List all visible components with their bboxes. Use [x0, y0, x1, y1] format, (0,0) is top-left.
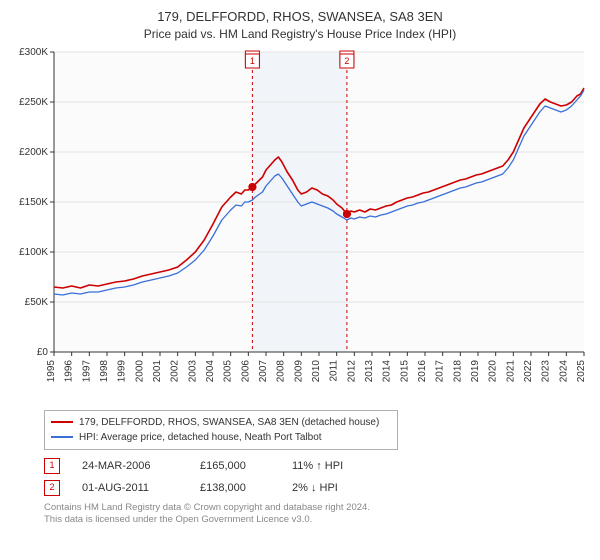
- x-tick-label: 2008: [276, 359, 287, 382]
- y-tick-label: £150K: [19, 197, 48, 208]
- legend-swatch: [51, 436, 73, 438]
- x-tick-label: 2003: [187, 359, 198, 382]
- x-tick-label: 1996: [64, 359, 75, 382]
- sale-row-delta: 2% ↓ HPI: [292, 482, 372, 494]
- x-tick-label: 2007: [258, 359, 269, 382]
- x-tick-label: 2011: [329, 359, 340, 381]
- sale-row-date: 01-AUG-2011: [82, 482, 178, 494]
- footer-line1: Contains HM Land Registry data © Crown c…: [44, 502, 590, 514]
- legend: 179, DELFFORDD, RHOS, SWANSEA, SA8 3EN (…: [44, 410, 398, 450]
- sale-point-top: [343, 210, 351, 218]
- x-tick-label: 2010: [311, 359, 322, 382]
- x-tick-label: 2015: [399, 359, 410, 382]
- sales-row: 2 01-AUG-2011 £138,000 2% ↓ HPI: [44, 480, 590, 496]
- footer-licence: Contains HM Land Registry data © Crown c…: [44, 502, 590, 527]
- y-tick-label: £200K: [19, 147, 48, 158]
- sale-row-delta: 11% ↑ HPI: [292, 460, 372, 472]
- y-tick-label: £250K: [19, 97, 48, 108]
- title-line1: 179, DELFFORDD, RHOS, SWANSEA, SA8 3EN: [0, 8, 600, 26]
- footer-line2: This data is licensed under the Open Gov…: [44, 514, 590, 526]
- x-tick-label: 2025: [576, 359, 587, 382]
- sale-row-price: £138,000: [200, 482, 270, 494]
- legend-label: HPI: Average price, detached house, Neat…: [79, 430, 322, 445]
- x-tick-label: 2002: [170, 359, 181, 382]
- legend-label: 179, DELFFORDD, RHOS, SWANSEA, SA8 3EN (…: [79, 415, 379, 430]
- x-tick-label: 2021: [505, 359, 516, 382]
- x-tick-label: 2013: [364, 359, 375, 382]
- sale-flag-number: 2: [344, 56, 349, 66]
- x-tick-label: 2000: [134, 359, 145, 382]
- legend-row: HPI: Average price, detached house, Neat…: [51, 430, 391, 445]
- y-tick-label: £0: [37, 347, 49, 358]
- legend-swatch: [51, 421, 73, 423]
- title-line2: Price paid vs. HM Land Registry's House …: [0, 26, 600, 42]
- y-tick-label: £50K: [25, 297, 49, 308]
- x-tick-label: 2005: [223, 359, 234, 382]
- x-tick-label: 2023: [541, 359, 552, 382]
- x-tick-label: 2022: [523, 359, 534, 382]
- x-tick-label: 2024: [558, 359, 569, 382]
- x-tick-label: 2017: [435, 359, 446, 382]
- sale-row-marker: 1: [44, 458, 60, 474]
- x-tick-label: 1995: [46, 359, 57, 382]
- x-tick-label: 2019: [470, 359, 481, 382]
- x-tick-label: 2020: [488, 359, 499, 382]
- sales-row: 1 24-MAR-2006 £165,000 11% ↑ HPI: [44, 458, 590, 474]
- sales-table: 1 24-MAR-2006 £165,000 11% ↑ HPI 2 01-AUG-201…: [44, 458, 590, 496]
- chart-title: 179, DELFFORDD, RHOS, SWANSEA, SA8 3EN P…: [0, 0, 600, 42]
- x-tick-label: 2006: [240, 359, 251, 382]
- y-tick-label: £100K: [19, 247, 48, 258]
- x-tick-label: 2018: [452, 359, 463, 382]
- x-tick-label: 2009: [293, 359, 304, 382]
- x-tick-label: 2016: [417, 359, 428, 382]
- x-tick-label: 2012: [346, 359, 357, 382]
- y-tick-label: £300K: [19, 48, 48, 58]
- x-tick-label: 2004: [205, 359, 216, 382]
- sale-row-marker: 2: [44, 480, 60, 496]
- sale-row-date: 24-MAR-2006: [82, 460, 178, 472]
- x-tick-label: 1998: [99, 359, 110, 382]
- x-tick-label: 2001: [152, 359, 163, 382]
- chart: £0 £50K £100K £150K £200K £250K £300K 1995 1996 1…: [10, 48, 590, 408]
- sale-point-top: [248, 183, 256, 191]
- legend-row: 179, DELFFORDD, RHOS, SWANSEA, SA8 3EN (…: [51, 415, 391, 430]
- x-tick-label: 2014: [382, 359, 393, 382]
- x-tick-label: 1997: [81, 359, 92, 382]
- x-tick-label: 1999: [117, 359, 128, 382]
- sale-flag-number: 1: [250, 56, 255, 66]
- sale-row-price: £165,000: [200, 460, 270, 472]
- chart-svg: £0 £50K £100K £150K £200K £250K £300K 1995 1996 1…: [10, 48, 590, 408]
